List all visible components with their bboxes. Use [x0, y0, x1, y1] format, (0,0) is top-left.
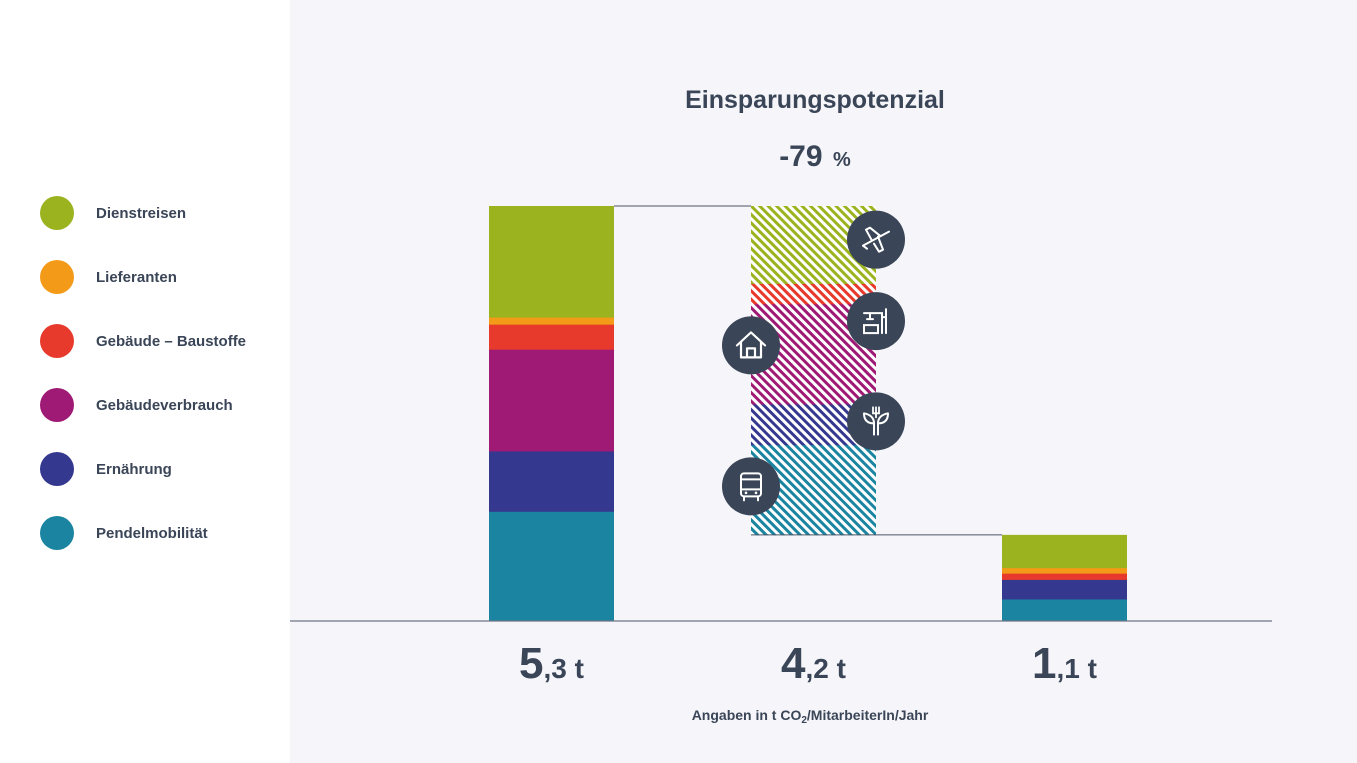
house-icon — [722, 316, 780, 375]
bar-segment-gebaeude-baustoffe — [751, 283, 876, 305]
bar-segment-pendelmobilitaet — [489, 511, 614, 622]
legend-item-gebaeudeverbrauch: Gebäudeverbrauch — [40, 387, 233, 423]
unit-note-prefix: Angaben in t CO — [692, 707, 802, 723]
bar-segment-ernaehrung — [489, 451, 614, 512]
bar-3 — [1002, 534, 1127, 622]
bar-total-label: 5,3 t — [519, 639, 584, 688]
bus-badge — [722, 457, 780, 516]
crane-icon — [847, 292, 905, 351]
bar-segment-dienstreisen — [489, 206, 614, 318]
legend-swatch — [40, 388, 74, 422]
legend-swatch — [40, 196, 74, 230]
bar-segment-lieferanten — [489, 317, 614, 325]
legend-label: Gebäudeverbrauch — [96, 396, 233, 414]
savings-percentage: -79 % — [779, 140, 851, 173]
bar-segment-gebaeudeverbrauch — [489, 349, 614, 452]
bar-total-major: 5 — [519, 639, 543, 688]
legend-item-ernaehrung: Ernährung — [40, 451, 172, 487]
bar-segment-ernaehrung — [1002, 579, 1127, 600]
legend-swatch — [40, 260, 74, 294]
bar-total-label: 4,2 t — [781, 639, 846, 688]
chart-title: Einsparungspotenzial — [685, 86, 945, 114]
legend-label: Gebäude – Baustoffe — [96, 332, 247, 350]
bar-total-minor: ,1 t — [1057, 653, 1097, 684]
legend-item-pendelmobilitaet: Pendelmobilität — [40, 515, 208, 551]
legend-label: Lieferanten — [96, 268, 177, 286]
legend-label: Pendelmobilität — [96, 524, 208, 542]
bar-total-minor: ,3 t — [544, 653, 584, 684]
legend-item-dienstreisen: Dienstreisen — [40, 195, 186, 231]
house-badge — [722, 316, 780, 375]
bar-segment-gebaeude-baustoffe — [489, 324, 614, 350]
bar-total-major: 4 — [781, 639, 806, 688]
legend-swatch — [40, 516, 74, 550]
bars-group — [489, 206, 1127, 622]
legend-swatch — [40, 324, 74, 358]
bar-total-label: 1,1 t — [1032, 639, 1097, 688]
unit-note-suffix: /MitarbeiterIn/Jahr — [807, 707, 929, 723]
bar-segment-lieferanten — [1002, 567, 1127, 574]
savings-unit: % — [833, 149, 851, 171]
bus-icon — [722, 457, 780, 516]
savings-value: -79 — [779, 140, 822, 173]
legend-label: Dienstreisen — [96, 204, 187, 222]
crane-badge — [847, 292, 905, 351]
bar-1 — [489, 206, 614, 622]
unit-note-sub: 2 — [801, 715, 807, 726]
legend-label: Ernährung — [96, 460, 172, 478]
bar-total-major: 1 — [1032, 639, 1056, 688]
totals-group: 5,3 t 4,2 t 1,1 t — [519, 639, 1097, 688]
connectors-group — [614, 205, 1002, 536]
plant-fork-icon — [847, 392, 905, 451]
plant-fork-badge — [847, 392, 905, 451]
bar-total-minor: ,2 t — [806, 653, 846, 684]
bar-segment-pendelmobilitaet — [1002, 599, 1127, 622]
legend-swatch — [40, 452, 74, 486]
legend-item-gebaeude-baustoffe: Gebäude – Baustoffe — [40, 323, 246, 359]
bar-segment-dienstreisen — [1002, 534, 1127, 569]
legend-item-lieferanten: Lieferanten — [40, 259, 177, 295]
icons-group — [722, 210, 905, 516]
bar-segment-gebaeude-baustoffe — [1002, 573, 1127, 580]
airplane-icon — [847, 210, 905, 269]
unit-note: Angaben in t CO2/MitarbeiterIn/Jahr — [692, 707, 929, 726]
